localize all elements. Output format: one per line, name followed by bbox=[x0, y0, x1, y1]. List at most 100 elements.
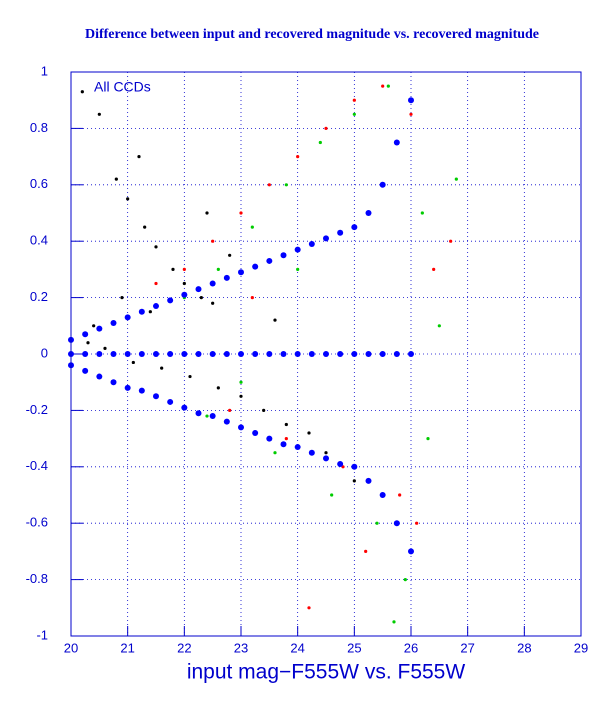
data-point bbox=[308, 241, 315, 248]
data-point bbox=[103, 346, 107, 350]
data-point bbox=[153, 393, 159, 400]
data-point bbox=[131, 360, 135, 365]
data-point bbox=[365, 351, 372, 357]
x-tick-label: 27 bbox=[460, 640, 474, 655]
data-point bbox=[124, 314, 131, 321]
data-point bbox=[352, 479, 356, 483]
data-point bbox=[266, 351, 273, 357]
data-point bbox=[82, 331, 89, 338]
data-point bbox=[110, 319, 117, 326]
data-point bbox=[195, 286, 202, 293]
data-point bbox=[126, 197, 130, 201]
data-point bbox=[318, 140, 322, 145]
x-tick-label: 20 bbox=[64, 640, 78, 655]
data-point bbox=[209, 351, 216, 357]
data-point bbox=[294, 444, 301, 451]
data-point bbox=[110, 379, 117, 386]
x-tick-label: 25 bbox=[347, 640, 361, 655]
data-point bbox=[337, 351, 344, 357]
data-point bbox=[82, 351, 89, 357]
data-point bbox=[223, 351, 230, 357]
data-point bbox=[262, 408, 266, 412]
data-point bbox=[432, 267, 436, 271]
y-tick-label: -0.6 bbox=[26, 515, 48, 530]
data-point bbox=[403, 578, 407, 582]
data-point bbox=[375, 521, 379, 525]
data-point bbox=[239, 211, 243, 215]
data-point bbox=[408, 97, 414, 104]
data-point bbox=[154, 281, 158, 286]
y-tick-label: -0.4 bbox=[26, 458, 48, 473]
data-point bbox=[153, 351, 159, 357]
data-point bbox=[351, 351, 358, 357]
y-tick-label: 1 bbox=[41, 63, 48, 78]
data-point bbox=[364, 549, 368, 554]
data-point bbox=[181, 291, 188, 298]
y-tick-label: 0.6 bbox=[30, 176, 48, 191]
data-point bbox=[284, 422, 288, 427]
x-axis-label: input mag−F555W vs. F555W bbox=[187, 661, 466, 684]
x-tick-label: 28 bbox=[517, 640, 531, 655]
data-point bbox=[379, 181, 386, 188]
data-point bbox=[324, 451, 328, 455]
plot-frame bbox=[70, 71, 582, 637]
data-point bbox=[188, 374, 192, 379]
data-point bbox=[365, 210, 372, 216]
data-point bbox=[167, 398, 174, 405]
data-point bbox=[280, 252, 287, 259]
y-tick-label: -0.2 bbox=[26, 402, 48, 417]
data-point bbox=[138, 308, 145, 315]
data-point bbox=[273, 451, 277, 455]
data-point bbox=[323, 235, 329, 242]
data-point bbox=[284, 437, 288, 441]
data-point bbox=[409, 112, 413, 116]
data-point bbox=[216, 267, 220, 271]
data-point bbox=[337, 460, 344, 467]
data-point bbox=[267, 183, 271, 187]
data-point bbox=[252, 429, 259, 436]
data-point bbox=[307, 606, 311, 610]
data-point bbox=[205, 211, 209, 215]
y-tick-label: 0.8 bbox=[30, 120, 48, 135]
data-point bbox=[96, 373, 103, 380]
data-point bbox=[96, 351, 103, 357]
y-tick-label: 0.4 bbox=[30, 233, 48, 248]
data-point bbox=[252, 351, 259, 357]
data-point bbox=[223, 274, 230, 281]
data-point bbox=[386, 84, 390, 88]
data-point bbox=[381, 84, 385, 88]
data-point bbox=[181, 351, 188, 357]
data-point bbox=[330, 493, 334, 497]
data-point bbox=[239, 380, 243, 384]
data-point bbox=[167, 351, 174, 357]
data-point bbox=[280, 351, 287, 357]
data-point bbox=[238, 269, 244, 276]
data-point bbox=[454, 177, 458, 181]
data-point bbox=[182, 281, 186, 286]
data-point bbox=[160, 366, 164, 370]
data-point bbox=[426, 437, 430, 441]
data-point bbox=[323, 351, 329, 357]
data-point bbox=[239, 394, 243, 398]
data-point bbox=[294, 351, 301, 357]
data-point bbox=[323, 455, 329, 462]
data-point bbox=[228, 253, 232, 257]
plot-area: 20 21 22 23 24 25 26 27 28 29 -1 -0.8 -0.6 -0.4 -0.2 0 0… bbox=[26, 63, 589, 655]
data-point bbox=[273, 318, 277, 322]
data-point bbox=[216, 386, 220, 390]
data-point bbox=[266, 435, 273, 442]
data-point bbox=[408, 351, 414, 357]
data-point bbox=[97, 112, 101, 116]
annotation: All CCDs bbox=[94, 79, 151, 95]
data-point bbox=[167, 297, 174, 304]
data-point bbox=[307, 431, 311, 435]
chart-title: Difference between input and recovered m… bbox=[85, 27, 539, 42]
x-tick-label: 26 bbox=[404, 640, 418, 655]
data-point bbox=[392, 620, 396, 624]
data-point bbox=[266, 257, 273, 264]
data-point bbox=[138, 387, 145, 394]
data-point bbox=[223, 418, 230, 425]
y-tick-label: 0.2 bbox=[30, 289, 48, 304]
